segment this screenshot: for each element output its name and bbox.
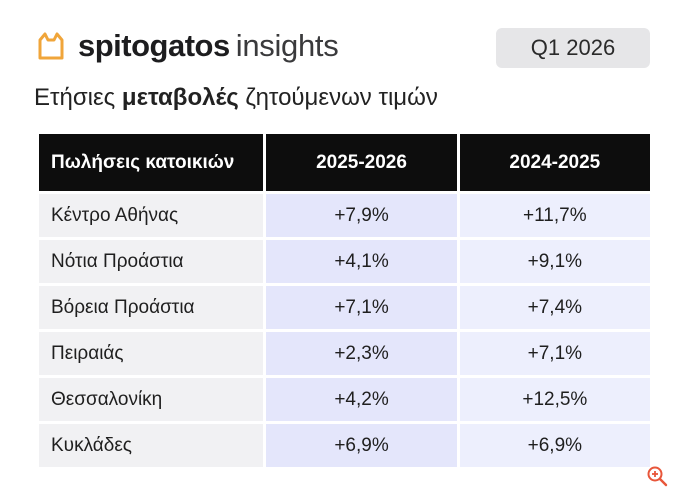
change-2024-2025-cell: +6,9%: [459, 424, 650, 467]
logo: spitogatos insights: [34, 28, 339, 64]
region-cell: Κυκλάδες: [39, 424, 264, 467]
header: spitogatos insights Q1 2026: [34, 26, 650, 70]
subtitle-emphasis: μεταβολές: [121, 84, 239, 111]
change-2025-2026-cell: +7,1%: [266, 286, 457, 329]
table-row: Νότια Προάστια +4,1% +9,1%: [39, 240, 650, 283]
change-2024-2025-cell: +7,1%: [459, 332, 650, 375]
region-cell: Νότια Προάστια: [39, 240, 264, 283]
change-2024-2025-cell: +9,1%: [459, 240, 650, 283]
change-2025-2026-cell: +7,9%: [266, 194, 457, 237]
table-header-row: Πωλήσεις κατοικιών 2025-2026 2024-2025: [39, 134, 650, 191]
column-header-2025-2026: 2025-2026: [266, 134, 457, 191]
table-row: Κυκλάδες +6,9% +6,9%: [39, 424, 650, 467]
subtitle-suffix: ζητούμενων τιμών: [238, 84, 438, 111]
change-2025-2026-cell: +6,9%: [266, 424, 457, 467]
region-cell: Πειραιάς: [39, 332, 264, 375]
quarter-badge: Q1 2026: [496, 28, 650, 68]
page-subtitle: Ετήσιες μεταβολές ζητούμενων τιμών: [34, 84, 438, 112]
table-row: Πειραιάς +2,3% +7,1%: [39, 332, 650, 375]
table-row: Βόρεια Προάστια +7,1% +7,4%: [39, 286, 650, 329]
region-cell: Κέντρο Αθήνας: [39, 194, 264, 237]
cat-head-icon: [38, 32, 64, 60]
change-2025-2026-cell: +4,1%: [266, 240, 457, 283]
region-cell: Θεσσαλονίκη: [39, 378, 264, 421]
zoom-icon[interactable]: [646, 465, 668, 487]
change-2024-2025-cell: +11,7%: [459, 194, 650, 237]
column-header-region: Πωλήσεις κατοικιών: [39, 134, 264, 191]
change-2025-2026-cell: +2,3%: [266, 332, 457, 375]
region-cell: Βόρεια Προάστια: [39, 286, 264, 329]
change-2024-2025-cell: +7,4%: [459, 286, 650, 329]
price-change-table: Πωλήσεις κατοικιών 2025-2026 2024-2025 Κ…: [36, 131, 653, 470]
column-header-2024-2025: 2024-2025: [459, 134, 650, 191]
change-2024-2025-cell: +12,5%: [459, 378, 650, 421]
brand-name: spitogatos: [78, 28, 230, 63]
table-row: Κέντρο Αθήνας +7,9% +11,7%: [39, 194, 650, 237]
table-row: Θεσσαλονίκη +4,2% +12,5%: [39, 378, 650, 421]
brand-suffix: insights: [235, 28, 339, 63]
subtitle-prefix: Ετήσιες: [34, 84, 122, 111]
change-2025-2026-cell: +4,2%: [266, 378, 457, 421]
